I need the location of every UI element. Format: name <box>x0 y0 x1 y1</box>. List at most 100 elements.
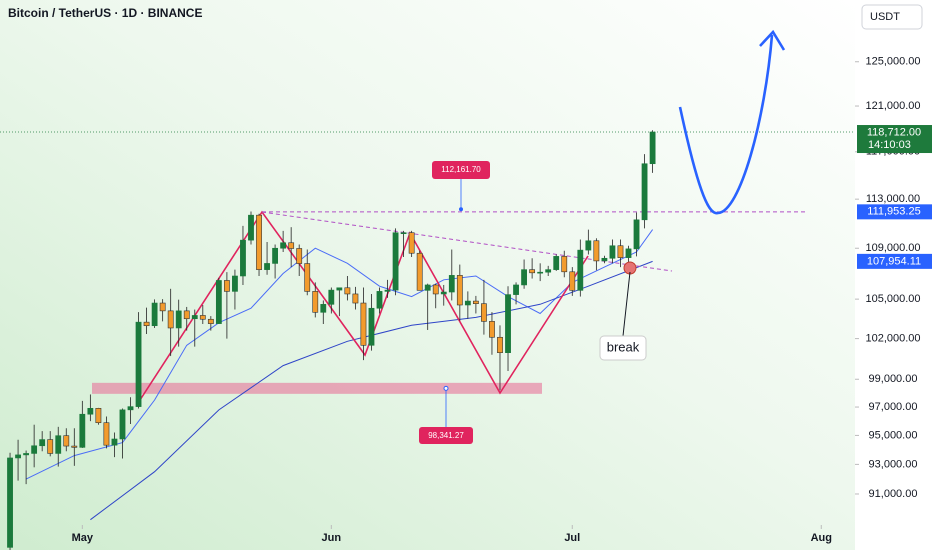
candle-body <box>79 413 86 448</box>
candle-body <box>23 453 30 456</box>
candle-body <box>191 315 198 320</box>
candle-body <box>464 300 471 306</box>
support-zone <box>92 382 542 394</box>
candle-body <box>432 284 439 295</box>
candle-body <box>224 280 230 292</box>
candle-body <box>368 307 375 346</box>
annotation-label: 112,161.70 <box>441 165 481 174</box>
candle-body <box>617 245 624 258</box>
y-tick-label: 113,000.00 <box>866 193 920 205</box>
candle-body <box>135 321 142 407</box>
candle-body <box>183 310 190 320</box>
candle-body <box>63 435 70 447</box>
candle-body <box>585 240 592 251</box>
candle-body <box>207 318 214 324</box>
candle-body <box>360 302 367 346</box>
y-tick-label: 102,000.00 <box>865 333 920 345</box>
y-tick-label: 99,000.00 <box>869 373 918 385</box>
price-label-box <box>857 253 932 269</box>
y-tick-label: 109,000.00 <box>865 242 920 254</box>
x-tick-label: May <box>72 532 94 544</box>
candle-body <box>529 269 536 274</box>
candle-body <box>87 408 94 415</box>
candle-body <box>384 289 391 292</box>
price-axis-background <box>855 0 932 550</box>
candle-body <box>601 257 608 262</box>
candle-body <box>55 435 62 454</box>
candle-body <box>15 454 21 459</box>
candle-body <box>199 315 206 320</box>
candle-body <box>175 310 182 329</box>
candle-body <box>344 287 351 295</box>
candle-body <box>39 439 46 447</box>
candle-body <box>481 303 487 322</box>
candle-body <box>264 263 270 270</box>
annotation-dot <box>443 385 449 391</box>
currency-label: USDT <box>870 11 900 23</box>
currency-box <box>861 4 923 30</box>
y-tick-label: 105,000.00 <box>865 293 920 305</box>
candle-body <box>280 242 287 249</box>
candle-body <box>376 291 383 309</box>
annotation-box <box>419 427 473 444</box>
candle-body <box>328 289 335 305</box>
annotation-box <box>432 161 490 179</box>
candle-body <box>352 293 359 304</box>
plot-background <box>0 0 855 550</box>
x-tick-label: Jul <box>564 532 580 544</box>
chart-title: Bitcoin / TetherUS · 1D · BINANCE <box>8 6 202 20</box>
candle-body <box>505 294 511 353</box>
candle-body <box>31 445 38 454</box>
candle-body <box>472 300 479 304</box>
candle-body <box>272 247 278 264</box>
candle-body <box>232 275 238 292</box>
candle-body <box>336 287 343 291</box>
break-pointer <box>622 271 631 337</box>
candle-body <box>521 269 527 286</box>
break-label: break <box>607 339 640 354</box>
candle-body <box>248 214 254 241</box>
candle-body <box>167 310 174 329</box>
candle-body <box>103 422 110 446</box>
candle-body <box>215 280 222 324</box>
candle-body <box>593 240 600 262</box>
candle-body <box>456 275 463 306</box>
candle-body <box>609 245 616 259</box>
candle-body <box>497 336 503 353</box>
candle-body <box>240 239 246 277</box>
candle-body <box>633 219 640 250</box>
y-tick-label: 97,000.00 <box>869 401 918 413</box>
candle-body <box>256 214 262 270</box>
candle-body <box>561 256 568 273</box>
projection-arrowhead <box>759 29 786 51</box>
y-tick-label: 121,000.00 <box>865 100 920 112</box>
candle-body <box>159 302 166 312</box>
candle-body <box>416 252 423 291</box>
candle-body <box>577 249 584 291</box>
projection-curve <box>678 34 774 215</box>
y-tick-label: 125,000.00 <box>865 56 920 68</box>
candle-body <box>424 284 431 291</box>
candle-body <box>513 284 519 295</box>
annotation-dot <box>459 207 463 212</box>
candle-body <box>553 256 560 270</box>
candle-body <box>400 232 407 235</box>
candle-body <box>312 291 319 313</box>
moving-average <box>90 260 653 521</box>
candle-body <box>47 439 54 454</box>
candle-body <box>296 248 303 264</box>
candle-body <box>625 248 632 258</box>
x-tick-label: Jun <box>322 532 342 544</box>
candle-body <box>392 232 399 291</box>
price-label-box <box>857 125 932 154</box>
candle-body <box>127 406 134 411</box>
price-label-box <box>857 204 932 220</box>
candle-body <box>143 321 150 327</box>
candle-body <box>569 271 576 291</box>
price-label: 111,953.25 <box>867 206 920 218</box>
y-tick-label: 93,000.00 <box>869 458 918 470</box>
candle-body <box>641 163 648 221</box>
candle-body <box>288 242 295 249</box>
candle-body <box>95 408 102 424</box>
